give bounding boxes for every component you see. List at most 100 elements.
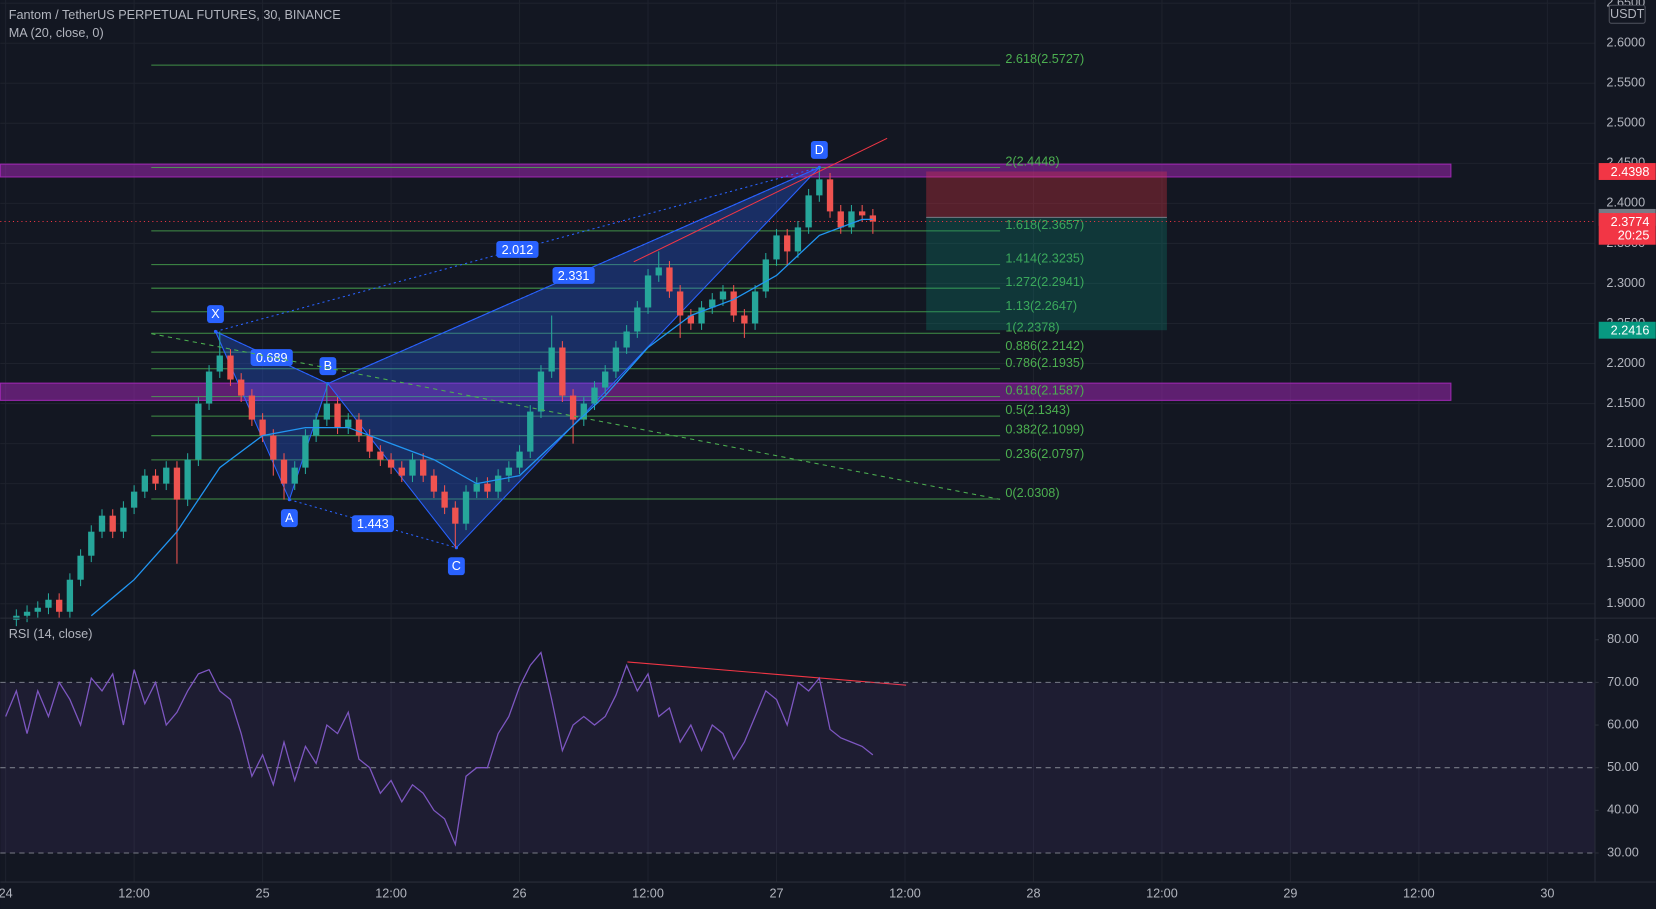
candle-body — [334, 403, 341, 428]
y-tick-label: 40.00 — [1607, 803, 1639, 817]
candle-body — [473, 483, 480, 492]
harmonic-pattern: 0.689 1.443 2.012 2.331 X A B C D — [207, 140, 828, 576]
fib-label: 1.618(2.3657) — [1005, 218, 1084, 232]
price-tag-label: 2.3774 — [1611, 215, 1650, 229]
point-box — [280, 509, 298, 528]
candle-body — [34, 607, 41, 612]
rsi-title: RSI (14, close) — [9, 627, 93, 641]
candle-body — [537, 371, 545, 412]
candle-body — [259, 419, 266, 436]
candle-body — [184, 459, 191, 500]
candle-body — [98, 515, 106, 532]
candle-body — [730, 291, 737, 316]
fib-label: 0.886(2.2142) — [1005, 339, 1084, 353]
candle-body — [548, 347, 555, 372]
fib-label: 0.236(2.0797) — [1005, 447, 1084, 461]
price-tag-label: 2.4398 — [1611, 165, 1650, 179]
x-tick-label: 24 — [0, 887, 13, 901]
candle-body — [516, 451, 523, 468]
x-tick-label: 26 — [513, 887, 527, 901]
y-tick-label: 2.0500 — [1606, 476, 1645, 490]
rsi-pane — [0, 639, 1599, 854]
y-tick-label: 2.1000 — [1606, 436, 1645, 450]
candle-body — [152, 475, 159, 484]
y-tick-label: 1.9000 — [1606, 596, 1645, 610]
candle-body — [484, 483, 491, 492]
candle-body — [366, 435, 373, 452]
candle-body — [698, 307, 705, 324]
ratio-label: 2.012 — [502, 243, 534, 257]
x-tick-label: 12:00 — [889, 887, 921, 901]
ratio-box — [250, 349, 293, 366]
candle-body — [109, 515, 116, 532]
y-tick-label: 50.00 — [1607, 760, 1639, 774]
candle-body — [719, 291, 727, 300]
y-tick-label: 2.3000 — [1606, 276, 1645, 290]
candle-body — [345, 419, 352, 428]
trend-line — [633, 137, 888, 263]
candle-body — [623, 331, 630, 348]
candles — [13, 167, 877, 627]
fib-label: 2(2.4448) — [1005, 155, 1059, 169]
candle-body — [120, 507, 127, 532]
fib-label: 1.13(2.2647) — [1005, 299, 1077, 313]
candle-body — [559, 347, 566, 396]
candle-body — [141, 475, 148, 492]
candle-body — [323, 403, 331, 420]
ratio-box — [351, 515, 394, 533]
x-tick-label: 12:00 — [118, 887, 150, 901]
candle-body — [762, 259, 769, 292]
x-tick-label: 12:00 — [1403, 887, 1435, 901]
candle-body — [205, 371, 213, 404]
ratio-box — [552, 267, 595, 284]
candle-body — [355, 419, 363, 436]
fib-label: 1(2.2378) — [1005, 320, 1059, 334]
ratio-label: 2.331 — [558, 269, 590, 283]
candle-body — [848, 211, 855, 228]
candle-body — [687, 315, 695, 324]
fib-label: 0(2.0308) — [1005, 486, 1059, 500]
x-tick-label: 12:00 — [632, 887, 664, 901]
point-box — [810, 140, 828, 159]
price-tag — [1598, 213, 1656, 245]
price-tag — [1598, 163, 1656, 180]
candle-body — [826, 179, 834, 212]
candle-body — [591, 387, 598, 404]
y-tick-label: 2.6000 — [1606, 36, 1645, 50]
pattern-point — [213, 329, 218, 334]
candle-body — [784, 235, 791, 252]
candle-body — [452, 507, 459, 524]
fib-label: 0.5(2.1343) — [1005, 403, 1070, 417]
candle-body — [773, 235, 780, 260]
candle-body — [302, 435, 309, 468]
candle-body — [66, 579, 74, 612]
candle-body — [751, 291, 759, 324]
point-box — [447, 557, 465, 576]
candle-body — [741, 315, 748, 324]
point-label: A — [285, 511, 294, 525]
y-tick-label: 80.00 — [1607, 632, 1639, 646]
point-label: D — [815, 143, 824, 157]
target-zone — [926, 217, 1167, 331]
position-tool — [0, 171, 1595, 331]
y-tick-label: 70.00 — [1607, 675, 1639, 689]
candle-body — [655, 267, 662, 276]
candle-body — [130, 491, 138, 508]
ratio-label: 1.443 — [357, 517, 389, 531]
currency-label: USDT — [1610, 7, 1645, 21]
y-tick-label: 30.00 — [1607, 845, 1639, 859]
point-label: C — [452, 559, 461, 573]
candle-body — [709, 299, 716, 308]
point-label: B — [324, 359, 332, 373]
x-tick-label: 30 — [1540, 887, 1554, 901]
point-label: X — [211, 307, 220, 321]
rsi-line — [5, 651, 874, 847]
candle-body — [634, 307, 641, 332]
candle-body — [270, 435, 277, 460]
candle-body — [462, 491, 470, 524]
ratio-label: 0.689 — [256, 351, 288, 365]
rsi-band — [0, 682, 1595, 853]
